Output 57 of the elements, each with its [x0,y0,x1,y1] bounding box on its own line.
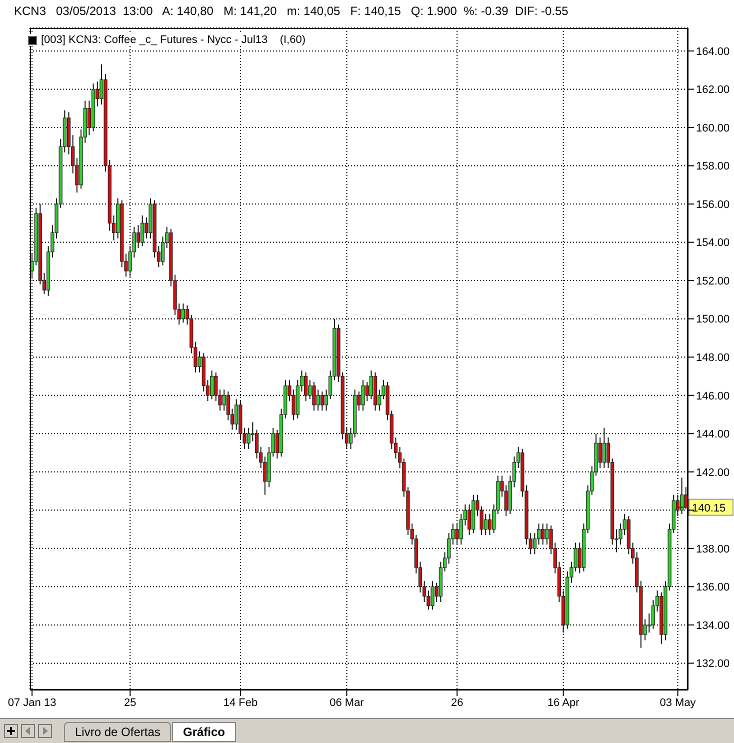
y-tick-label: 142.00 [696,466,730,479]
candlestick [160,236,165,266]
candlestick [680,477,684,514]
text: [003] KCN3: Coffee _c_ Futures - Nycc - Jul13 (I,60) [41,34,306,46]
candlestick [316,389,320,412]
candlestick [455,523,459,546]
candlestick [361,380,365,412]
candlestick [222,389,226,412]
y-tick-label: 146.00 [696,390,730,402]
x-tick-label: 26 [450,696,464,709]
candlestick [602,427,606,469]
y-tick-label: 160.00 [696,122,730,134]
y-tick-label: 158.00 [696,160,730,173]
candlestick [484,513,488,536]
candlestick [214,372,218,402]
x-tick-label: 07 Jan 13 [8,696,56,709]
y-tick-label: 156.00 [696,198,730,211]
y-tick-label: 132.00 [696,658,730,670]
x-tick-label: 06 Mar [330,696,364,709]
candlestick [136,224,140,249]
ref-line-label: 140.15 [692,502,726,514]
candlestick [488,513,492,536]
candlestick [181,303,186,324]
y-tick-label: 164.00 [696,46,730,58]
candlestick [304,372,308,402]
candlestick [320,391,324,412]
text: Gráfico [172,722,236,742]
y-tick-label: 162.00 [696,84,730,96]
x-tick-label: 16 Apr [547,696,580,709]
candlestick [140,215,144,247]
candlestick [234,398,238,430]
candlestick [545,523,549,546]
candlestick [541,523,545,546]
x-tick-label: 14 Feb [223,696,258,709]
y-tick-label: 154.00 [696,237,730,250]
x-tick-label: 03 May [660,696,696,709]
candlestick [312,381,316,412]
candlestick [210,370,214,400]
candlestick [254,429,259,459]
y-tick-label: 150.00 [696,314,730,326]
text: Livro de Ofertas [64,722,172,742]
y-tick-label: 144.00 [696,428,730,441]
candlestick [598,436,602,469]
y-tick-label: 152.00 [696,275,730,288]
candlestick [532,532,536,555]
y-tick-label: 136.00 [696,582,730,594]
x-tick-label: 25 [124,696,136,709]
candlestick [467,504,472,536]
y-tick-label: 134.00 [696,620,730,632]
text: KCN3 03/05/2013 13:00 A: 140,80 M: 141,20 m: 140,05 F: 140,15 Q: 1.900 %: -0.39 DIF: -0.55 [14,4,568,18]
y-tick-label: 148.00 [696,352,730,364]
y-tick-label: 138.00 [696,543,730,556]
candlestick [226,391,230,421]
candlestick [536,523,541,546]
candlestick [651,600,656,630]
candlestick [504,484,508,516]
candlestick [430,580,434,610]
